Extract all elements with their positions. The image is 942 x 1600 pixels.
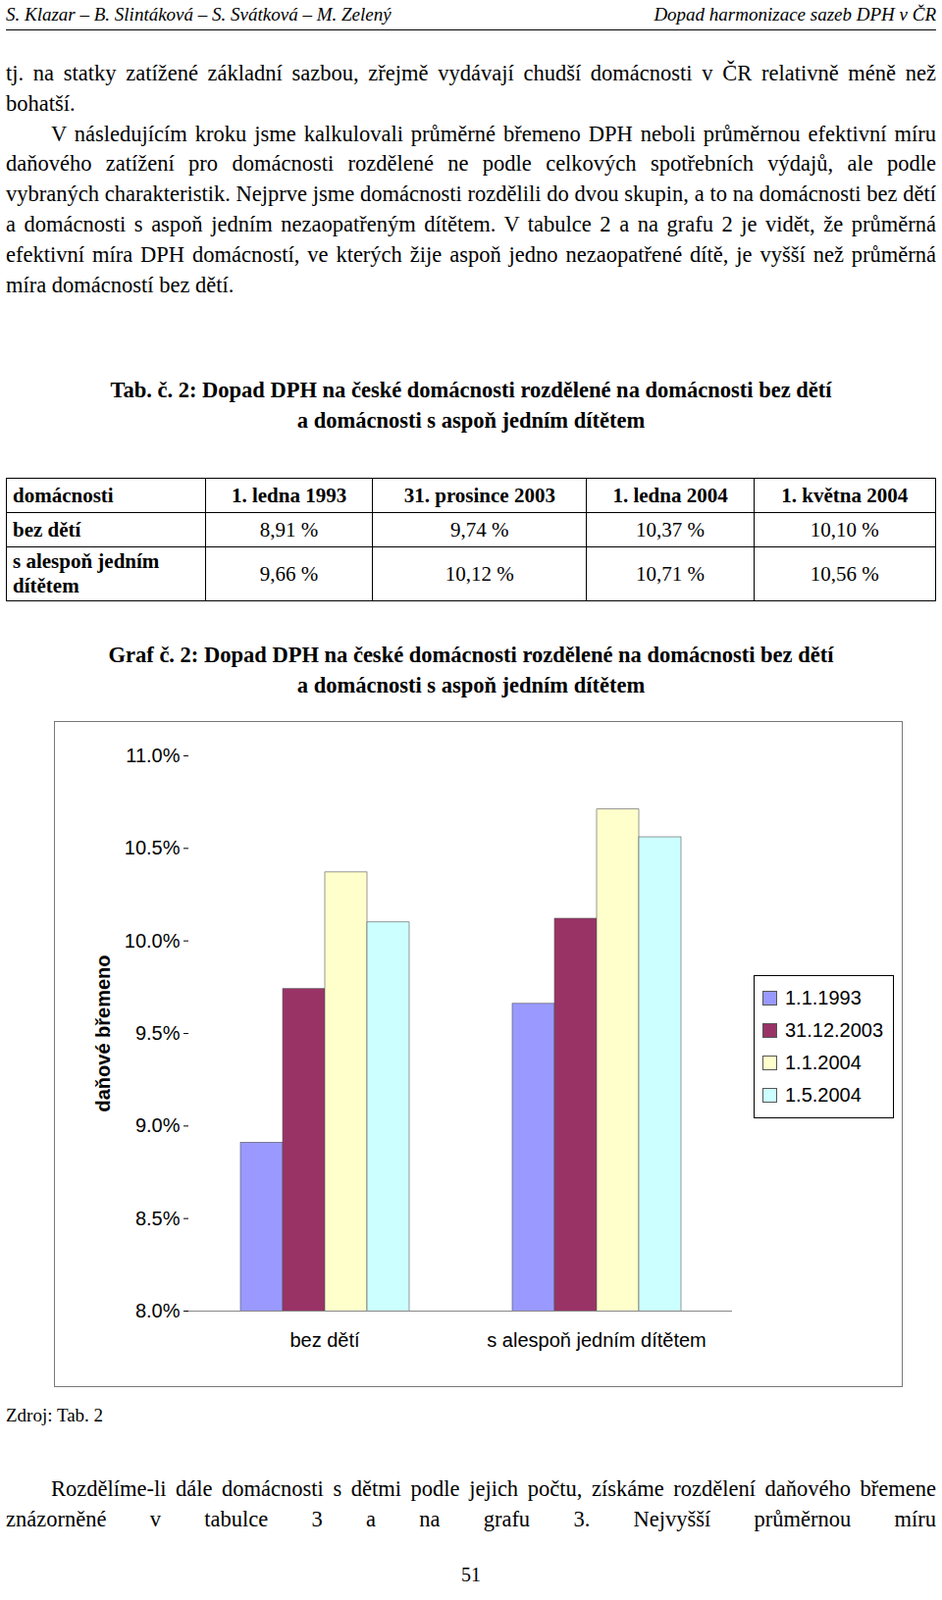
svg-text:s alespoň jedním dítětem: s alespoň jedním dítětem — [486, 1329, 706, 1352]
html-text:domácnosti: domácnosti — [12, 483, 114, 507]
svg-text:9.0%: 9.0% — [135, 1114, 181, 1137]
html-text:1. ledna 2004: 1. ledna 2004 — [612, 483, 728, 507]
html-text:51: 51 — [461, 1564, 481, 1586]
svg-text:11.0%: 11.0% — [125, 744, 180, 767]
html-text:bez dětí: bez dětí — [12, 517, 81, 542]
html-text:10,71 %: 10,71 % — [635, 561, 705, 586]
html-text:10,37 %: 10,37 % — [635, 517, 705, 542]
html-text:10,12 %: 10,12 % — [445, 561, 514, 586]
svg-text:8.0%: 8.0% — [135, 1300, 181, 1322]
html-text:a domácnosti s aspoň jedním dí: a domácnosti s aspoň jedním dítětem — [297, 408, 645, 433]
html-text:8,91 %: 8,91 % — [259, 517, 319, 542]
html-text:V následujícím kroku jsme kalk: V následujícím kroku jsme kalkulovali pr… — [5, 121, 937, 297]
html-text:Dopad harmonizace sazeb DPH v: Dopad harmonizace sazeb DPH v ČR — [653, 3, 937, 25]
svg-text:10.0%: 10.0% — [124, 930, 181, 952]
html-text:Tab. č. 2: Dopad DPH na české: Tab. č. 2: Dopad DPH na české domácnosti… — [110, 377, 832, 403]
svg-text:bez dětí: bez dětí — [289, 1329, 361, 1352]
html-text:Graf č. 2: Dopad DPH na české: Graf č. 2: Dopad DPH na české domácnosti… — [108, 642, 834, 668]
svg-text:10.5%: 10.5% — [124, 837, 181, 859]
html-text:10,56 %: 10,56 % — [810, 561, 880, 586]
html-text:a domácnosti s aspoň jedním dí: a domácnosti s aspoň jedním dítětem — [297, 673, 645, 698]
svg-text:9.5%: 9.5% — [135, 1022, 181, 1045]
html-text:Rozdělíme-li dále domácnosti s: Rozdělíme-li dále domácnosti s dětmi pod… — [5, 1476, 937, 1532]
html-text:1.1.1993: 1.1.1993 — [785, 987, 862, 1009]
html-text:1. ledna 1993: 1. ledna 1993 — [231, 483, 347, 507]
html-text:1.5.2004: 1.5.2004 — [785, 1084, 862, 1106]
html-text:s alespoň jedním dítětem: s alespoň jedním dítětem — [12, 549, 160, 598]
html-text:S. Klazar – B. Slintáková – S.: S. Klazar – B. Slintáková – S. Svátková … — [5, 3, 392, 25]
html-text:9,66 %: 9,66 % — [259, 561, 319, 586]
html-text:Zdroj: Tab. 2: Zdroj: Tab. 2 — [5, 1405, 104, 1426]
html-text:1. května 2004: 1. května 2004 — [781, 483, 908, 507]
html-text:9,74 %: 9,74 % — [450, 517, 509, 542]
svg-text:8.5%: 8.5% — [135, 1207, 181, 1230]
html-text:31.12.2003: 31.12.2003 — [785, 1019, 884, 1042]
html-text:1.1.2004: 1.1.2004 — [785, 1051, 862, 1074]
html-text:10,10 %: 10,10 % — [810, 517, 880, 542]
html-text:31. prosince 2003: 31. prosince 2003 — [403, 483, 556, 507]
svg-text:daňové břemeno: daňové břemeno — [92, 954, 114, 1112]
html-text:tj. na statky zatížené základn: tj. na statky zatížené základní sazbou, … — [5, 60, 937, 116]
